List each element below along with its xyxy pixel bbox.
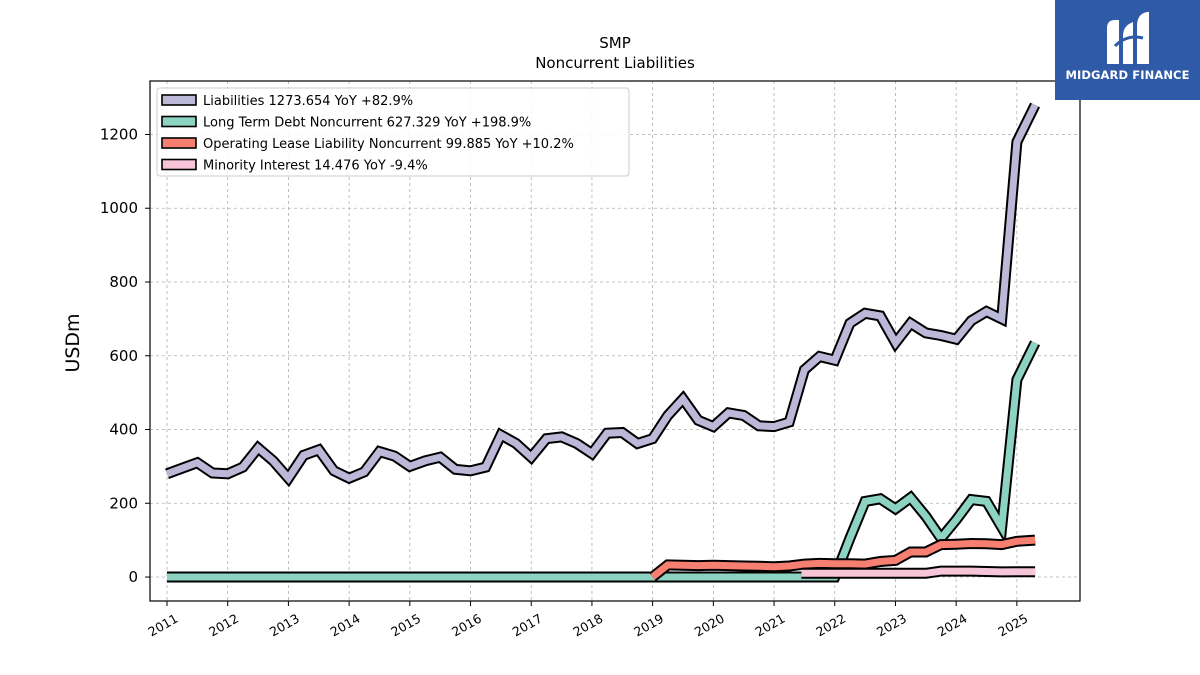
x-tick-label: 2019 <box>631 611 666 640</box>
legend-swatch <box>161 94 197 106</box>
x-tick-label: 2023 <box>874 611 909 640</box>
legend-entry-label: Minority Interest 14.476 YoY -9.4% <box>203 159 428 174</box>
y-tick-label: 200 <box>109 494 138 512</box>
y-axis-label: USDm <box>62 313 84 372</box>
x-tick-label: 2016 <box>449 611 484 640</box>
series-layer <box>165 102 1041 583</box>
x-tick-label: 2025 <box>995 611 1030 640</box>
x-tick-label: 2014 <box>328 611 363 640</box>
stylized-m-logo-icon <box>1107 12 1149 64</box>
x-tick-label: 2022 <box>813 611 848 640</box>
legend-box <box>156 87 630 177</box>
brand-name: MIDGARD FINANCE <box>1065 68 1190 82</box>
y-tick-label: 400 <box>109 421 138 439</box>
chart-title: SMP <box>599 34 631 52</box>
legend-swatch <box>161 158 197 171</box>
legend-entry-label: Liabilities 1273.654 YoY +82.9% <box>203 94 413 109</box>
x-tick-label: 2012 <box>206 611 241 640</box>
y-tick-label: 1200 <box>100 125 138 143</box>
x-tick-label: 2015 <box>388 611 423 640</box>
x-tick-label: 2011 <box>145 611 180 640</box>
x-tick-label: 2018 <box>570 611 605 640</box>
series-minority-interest-line <box>801 567 1036 577</box>
chart-subtitle: Noncurrent Liabilities <box>535 54 695 72</box>
y-tick-label: 600 <box>109 347 138 365</box>
series-long-term-debt-noncurrent-line <box>167 341 1039 581</box>
series-operating-lease-liability-noncurrent-line <box>650 536 1036 580</box>
x-tick-label: 2013 <box>267 611 302 640</box>
plot-frame <box>149 80 1081 602</box>
y-tick-label: 1000 <box>100 199 138 217</box>
legend-entry-label: Long Term Debt Noncurrent 627.329 YoY +1… <box>203 116 531 131</box>
x-tick-label: 2024 <box>935 611 970 640</box>
y-tick-label: 0 <box>128 568 138 586</box>
x-tick-label: 2017 <box>510 611 545 640</box>
series-liabilities-line <box>165 103 1039 484</box>
x-tick-label: 2021 <box>752 611 787 640</box>
legend: Liabilities 1273.654 YoY +82.9% Long Term… <box>156 87 630 177</box>
y-tick-label: 800 <box>109 273 138 291</box>
legend-entry-label: Operating Lease Liability Noncurrent 99.… <box>203 137 574 152</box>
x-tick-label: 2020 <box>692 611 727 640</box>
brand-logo: MIDGARD FINANCE <box>1055 0 1200 100</box>
legend-swatch <box>161 137 197 149</box>
legend-swatch <box>161 115 197 128</box>
